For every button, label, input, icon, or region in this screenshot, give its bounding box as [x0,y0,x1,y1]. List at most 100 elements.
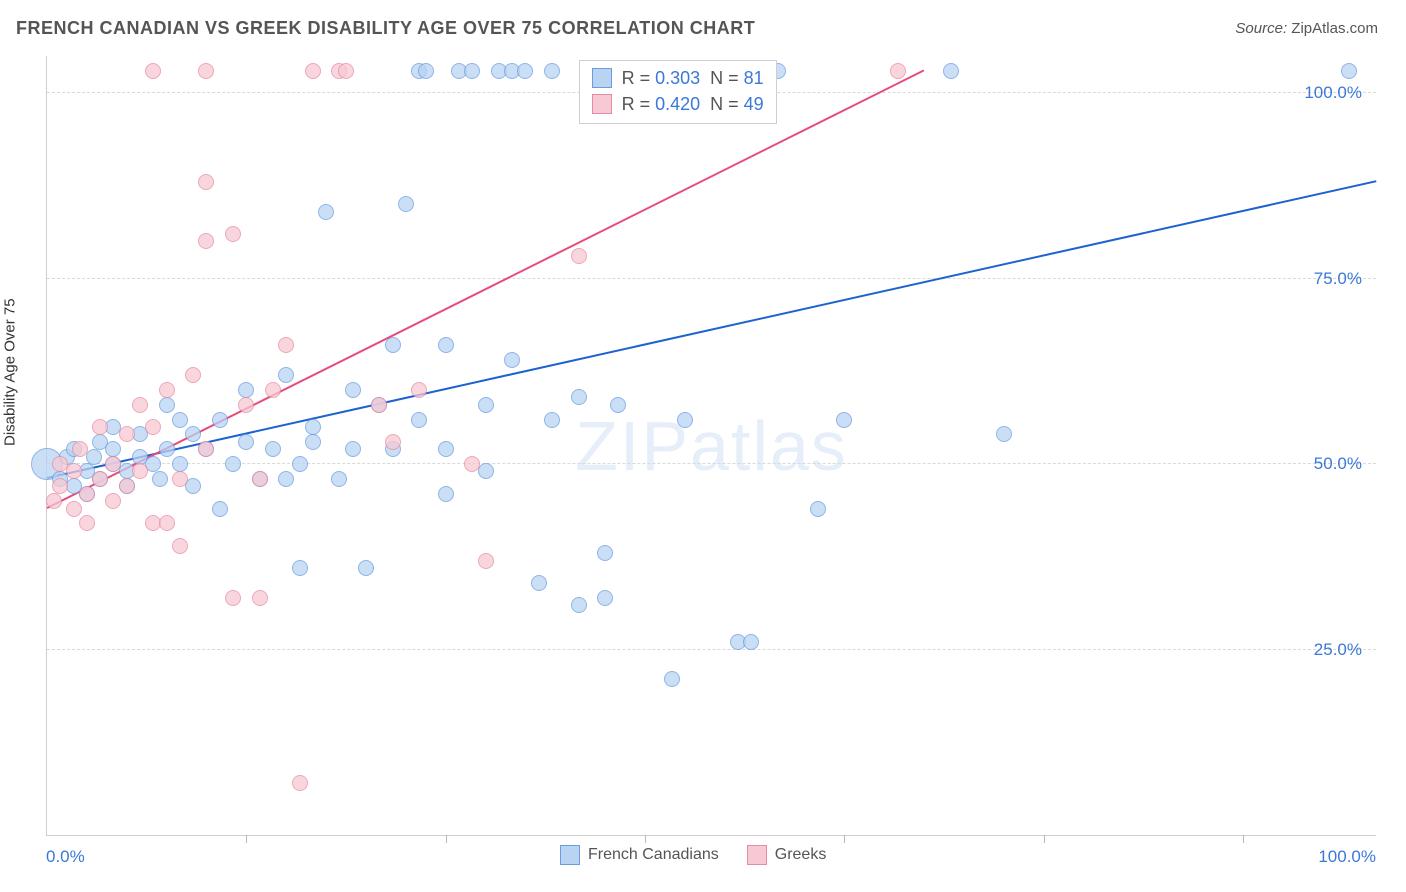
data-point [238,434,254,450]
data-point [597,545,613,561]
data-point [517,63,533,79]
y-axis-label: Disability Age Over 75 [2,298,19,446]
data-point [119,478,135,494]
data-point [105,441,121,457]
legend-stats-row: R = 0.303 N = 81 [592,65,764,91]
data-point [358,560,374,576]
data-point [664,671,680,687]
x-tick [645,835,646,843]
data-point [159,515,175,531]
data-point [438,441,454,457]
data-point [418,63,434,79]
data-point [225,456,241,472]
data-point [338,63,354,79]
data-point [159,441,175,457]
data-point [252,471,268,487]
legend-swatch [560,845,580,865]
data-point [212,501,228,517]
data-point [278,337,294,353]
data-point [132,397,148,413]
data-point [305,434,321,450]
data-point [92,419,108,435]
data-point [172,471,188,487]
data-point [571,248,587,264]
data-point [105,493,121,509]
x-tick [844,835,845,843]
data-point [278,471,294,487]
data-point [119,426,135,442]
data-point [172,456,188,472]
data-point [371,397,387,413]
data-point [105,456,121,472]
data-point [278,367,294,383]
data-point [79,515,95,531]
data-point [610,397,626,413]
data-point [72,441,88,457]
x-tick [1243,835,1244,843]
data-point [743,634,759,650]
data-point [265,382,281,398]
source-label: Source: [1235,20,1287,37]
legend-stats-row: R = 0.420 N = 49 [592,91,764,117]
data-point [478,397,494,413]
gridline [47,463,1376,464]
trend-line [47,69,925,509]
data-point [438,486,454,502]
data-point [571,389,587,405]
data-point [172,412,188,428]
data-point [571,597,587,613]
data-point [52,478,68,494]
chart-title: FRENCH CANADIAN VS GREEK DISABILITY AGE … [16,18,755,39]
data-point [265,441,281,457]
data-point [66,501,82,517]
data-point [331,471,347,487]
data-point [385,434,401,450]
data-point [943,63,959,79]
legend-item: Greeks [747,845,827,865]
data-point [544,412,560,428]
data-point [411,382,427,398]
legend-item: French Canadians [560,845,719,865]
data-point [345,382,361,398]
data-point [385,337,401,353]
data-point [597,590,613,606]
data-point [198,233,214,249]
data-point [225,590,241,606]
x-tick [246,835,247,843]
data-point [478,553,494,569]
x-tick [1044,835,1045,843]
chart-container: FRENCH CANADIAN VS GREEK DISABILITY AGE … [0,0,1406,892]
data-point [438,337,454,353]
data-point [185,367,201,383]
data-point [152,471,168,487]
data-point [66,463,82,479]
legend-label: Greeks [775,846,827,864]
y-tick-label: 50.0% [1314,454,1362,474]
data-point [159,397,175,413]
data-point [305,63,321,79]
source-attribution: Source: ZipAtlas.com [1235,20,1378,37]
x-min-label: 0.0% [46,847,85,867]
plot-area: ZIPatlas 25.0%50.0%75.0%100.0%R = 0.303 … [46,56,1376,836]
source-value: ZipAtlas.com [1291,20,1378,37]
data-point [252,590,268,606]
x-max-label: 100.0% [1318,847,1376,867]
data-point [238,397,254,413]
gridline [47,649,1376,650]
watermark: ZIPatlas [575,406,848,486]
data-point [198,63,214,79]
legend-label: French Canadians [588,846,719,864]
data-point [464,456,480,472]
data-point [132,463,148,479]
data-point [159,382,175,398]
data-point [318,204,334,220]
data-point [145,63,161,79]
legend-swatch [592,68,612,88]
data-point [677,412,693,428]
data-point [198,174,214,190]
data-point [504,352,520,368]
data-point [238,382,254,398]
data-point [305,419,321,435]
data-point [464,63,480,79]
legend-bottom: French Canadians Greeks [560,845,826,865]
